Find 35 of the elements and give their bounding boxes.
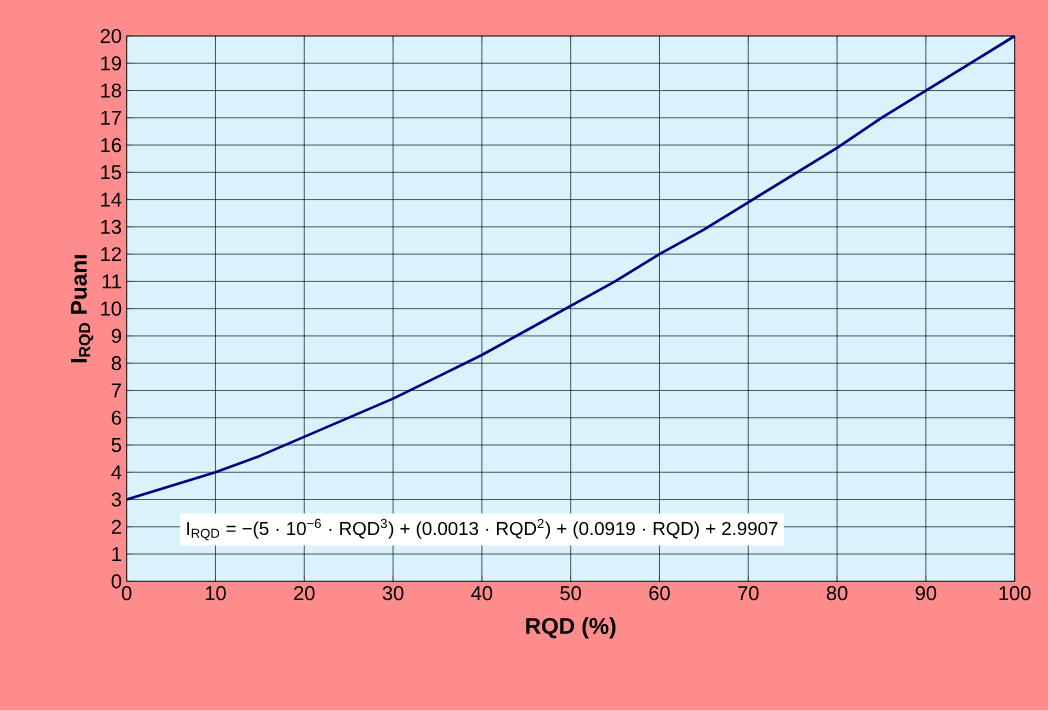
y-tick-label: 0: [111, 574, 122, 589]
x-axis-title: RQD (%): [526, 617, 616, 639]
y-tick-label: 15: [101, 165, 122, 180]
x-tick-label: 80: [826, 586, 848, 601]
y-tick-label: 11: [102, 274, 121, 289]
y-tick-label: 13: [101, 219, 122, 235]
x-tick-label: 100: [999, 586, 1031, 601]
y-tick-label: 20: [100, 29, 122, 44]
y-tick-label: 6: [111, 410, 122, 425]
x-tick-label: 50: [560, 586, 581, 601]
x-tick-label: 60: [649, 586, 670, 601]
y-tick-label: 9: [111, 329, 122, 344]
x-tick-label: 30: [382, 586, 404, 601]
x-tick-label: 0: [121, 586, 132, 601]
x-tick-label: 70: [738, 586, 759, 601]
y-axis-title: I$_{RQD}$ Puanı: [71, 255, 94, 363]
y-tick-label: 8: [111, 356, 122, 371]
y-tick-label: 18: [101, 83, 122, 98]
x-tick-label: 10: [205, 586, 226, 601]
y-tick-label: 12: [101, 247, 121, 262]
y-tick-label: 1: [112, 547, 121, 562]
y-tick-label: 14: [101, 192, 122, 207]
x-tick-label: 40: [471, 586, 493, 601]
y-tick-label: 16: [101, 138, 122, 153]
y-tick-label: 3: [111, 492, 122, 507]
y-tick-label: 4: [111, 465, 122, 480]
y-tick-label: 10: [101, 301, 122, 316]
y-tick-label: 2: [111, 519, 121, 534]
y-tick-label: 5: [111, 438, 122, 453]
x-tick-label: 20: [294, 586, 315, 601]
x-tick-label: 90: [915, 586, 937, 601]
y-tick-label: 19: [101, 56, 121, 71]
text: I$_{RQD}$ = −(5 · 10$^{−6}$ · RQD$^{3}$) + (0.0013 · RQD$^{2}$) + (0.0919 · RQD) + 2.9907: [187, 519, 778, 541]
y-tick-label: 17: [101, 111, 121, 125]
y-tick-label: 7: [111, 383, 121, 398]
